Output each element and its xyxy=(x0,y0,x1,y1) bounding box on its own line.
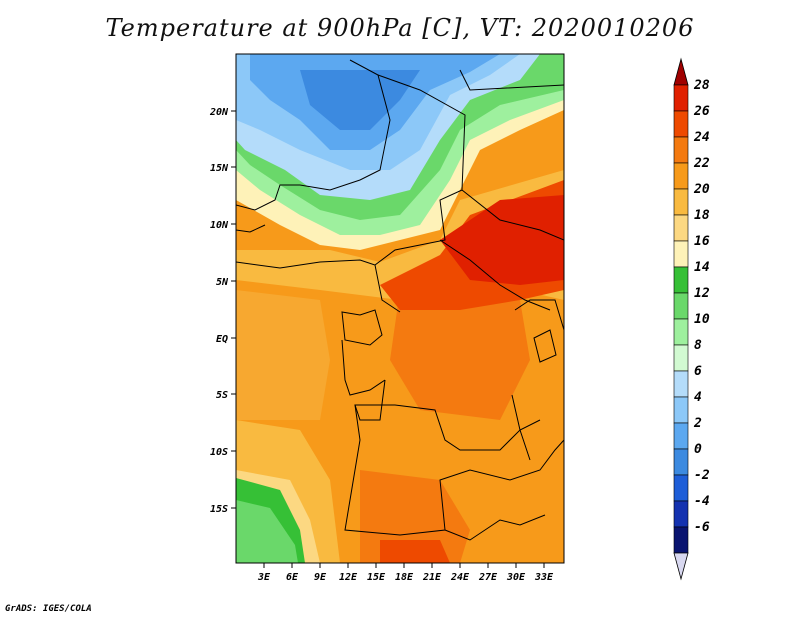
lon-label: 33E xyxy=(534,572,554,583)
lon-label: 3E xyxy=(257,572,271,583)
lon-label: 30E xyxy=(506,572,526,583)
colorbar-segment xyxy=(673,84,689,112)
colorbar-segments xyxy=(673,57,689,581)
colorbar-segment xyxy=(673,266,689,294)
colorbar-segment xyxy=(673,162,689,190)
colorbar-segment xyxy=(673,448,689,476)
colorbar-label: 22 xyxy=(693,156,710,171)
colorbar-label: -4 xyxy=(694,494,710,509)
temperature-field xyxy=(236,54,564,563)
lon-label: 12E xyxy=(339,572,358,583)
colorbar-label: 6 xyxy=(694,364,702,379)
longitude-axis: 3E 6E 9E 12E 15E 18E 21E 24E 27E 30E 33E xyxy=(257,563,554,583)
colorbar-label: 18 xyxy=(694,208,710,223)
lat-label: 5N xyxy=(216,277,229,288)
colorbar-segment xyxy=(673,396,689,424)
colorbar-labels: 28 26 24 22 20 18 16 14 12 10 8 6 4 2 0 … xyxy=(693,78,710,535)
colorbar-segment xyxy=(673,318,689,346)
lon-label: 18E xyxy=(395,572,414,583)
colorbar-segment xyxy=(673,526,689,554)
colorbar-segment xyxy=(673,214,689,242)
colorbar-segment xyxy=(673,474,689,502)
colorbar-segment xyxy=(673,344,689,372)
country-borders xyxy=(236,59,564,541)
colorbar-label: -2 xyxy=(694,468,710,483)
colorbar-segment xyxy=(673,500,689,528)
lat-label: 20N xyxy=(209,107,229,118)
lat-label: 5S xyxy=(216,390,228,401)
colorbar-segment xyxy=(673,370,689,398)
colorbar-label: 16 xyxy=(694,234,710,249)
colorbar-segment xyxy=(673,292,689,320)
colorbar-label: 10 xyxy=(694,312,710,327)
lat-label: EQ xyxy=(216,334,228,345)
colorbar-top-arrow xyxy=(673,57,689,86)
colorbar-segment xyxy=(673,110,689,138)
colorbar: 28 26 24 22 20 18 16 14 12 10 8 6 4 2 0 … xyxy=(673,57,710,581)
colorbar-label: 20 xyxy=(693,182,710,197)
colorbar-label: 24 xyxy=(693,130,710,145)
lon-label: 9E xyxy=(314,572,327,583)
lat-label: 10S xyxy=(210,447,228,458)
lat-label: 10N xyxy=(210,220,229,231)
colorbar-segment xyxy=(673,136,689,164)
colorbar-label: -6 xyxy=(694,520,710,535)
colorbar-segment xyxy=(673,422,689,450)
lon-label: 24E xyxy=(450,572,470,583)
lat-label: 15N xyxy=(210,163,229,174)
map-title: Temperature at 900hPa [C], VT: 202001020… xyxy=(105,14,695,42)
map-frame xyxy=(235,53,565,564)
colorbar-label: 8 xyxy=(694,338,702,353)
lon-label: 27E xyxy=(478,572,498,583)
colorbar-segment xyxy=(673,188,689,216)
colorbar-label: 0 xyxy=(694,442,702,457)
colorbar-label: 12 xyxy=(694,286,710,301)
credit-text: GrADS: IGES/COLA xyxy=(5,604,92,614)
lon-label: 21E xyxy=(422,572,442,583)
colorbar-label: 28 xyxy=(693,78,710,93)
lon-label: 6E xyxy=(286,572,299,583)
latitude-axis: 20N 15N 10N 5N EQ 5S 10S 15S xyxy=(209,107,236,515)
colorbar-label: 2 xyxy=(693,416,702,431)
lat-label: 15S xyxy=(210,504,228,515)
colorbar-segment xyxy=(673,240,689,268)
colorbar-label: 4 xyxy=(694,390,702,405)
colorbar-bottom-arrow xyxy=(673,552,689,581)
lon-label: 15E xyxy=(367,572,386,583)
colorbar-label: 26 xyxy=(693,104,710,119)
colorbar-label: 14 xyxy=(694,260,710,275)
